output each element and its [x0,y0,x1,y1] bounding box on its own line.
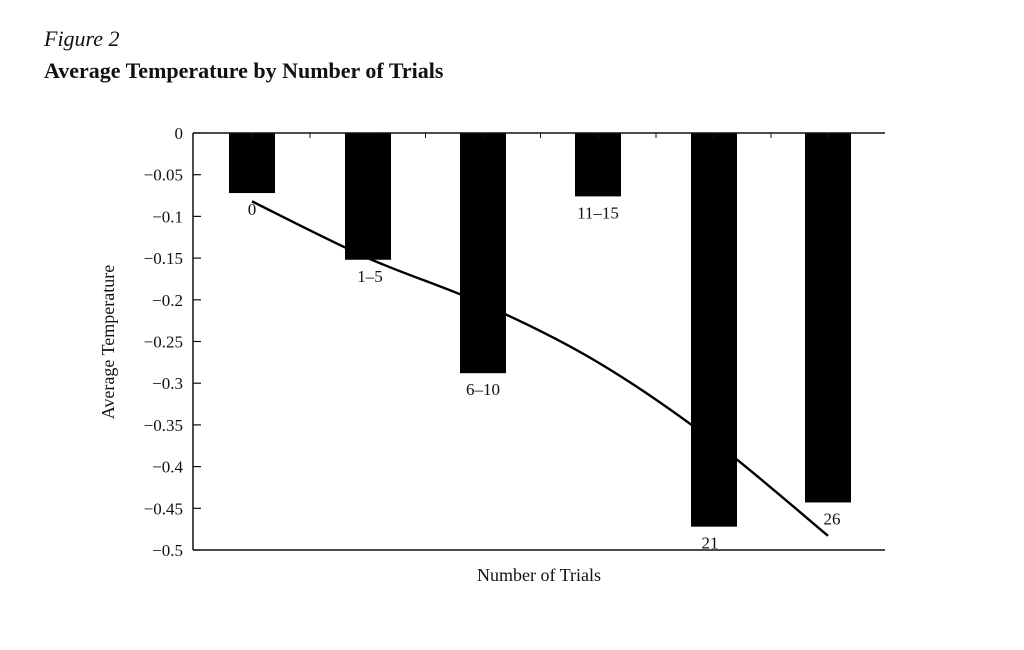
bar-3 [575,133,621,197]
category-label-2: 6–10 [466,380,500,399]
y-tick-label-1: −0.05 [144,166,183,185]
trend-layer [251,200,829,537]
figure-label: Figure 2 [44,26,120,51]
category-label-1: 1–5 [357,267,383,286]
category-label-5: 26 [824,509,841,528]
y-tick-label-5: −0.25 [144,333,183,352]
figure-title: Average Temperature by Number of Trials [44,58,444,83]
y-tick-label-8: −0.4 [152,458,183,477]
y-tick-label-3: −0.15 [144,249,183,268]
y-tick-label-6: −0.3 [152,374,183,393]
category-label-3: 11–15 [577,203,619,222]
bar-1 [345,133,391,260]
axes-layer [192,132,885,551]
bar-4 [691,133,737,527]
y-tick-label-7: −0.35 [144,416,183,435]
y-tick-label-2: −0.1 [152,207,183,226]
y-tick-label-4: −0.2 [152,291,183,310]
labels-layer: 0 −0.05 −0.1 −0.15 −0.2 −0.25 −0.3 −0.35 −0.4 −0.… [144,124,841,560]
y-axis-title: Average Temperature [98,265,118,420]
bar-5 [805,133,851,503]
trend-line [251,200,829,537]
y-tick-label-10: −0.5 [152,541,183,560]
y-tick-label-9: −0.45 [144,499,183,518]
y-tick-label-0: 0 [175,124,184,143]
bar-0 [229,133,275,194]
bars-layer [229,133,851,527]
category-label-4: 21 [702,534,719,553]
category-label-0: 0 [248,200,257,219]
x-axis-title: Number of Trials [477,565,601,585]
bar-2 [460,133,506,374]
